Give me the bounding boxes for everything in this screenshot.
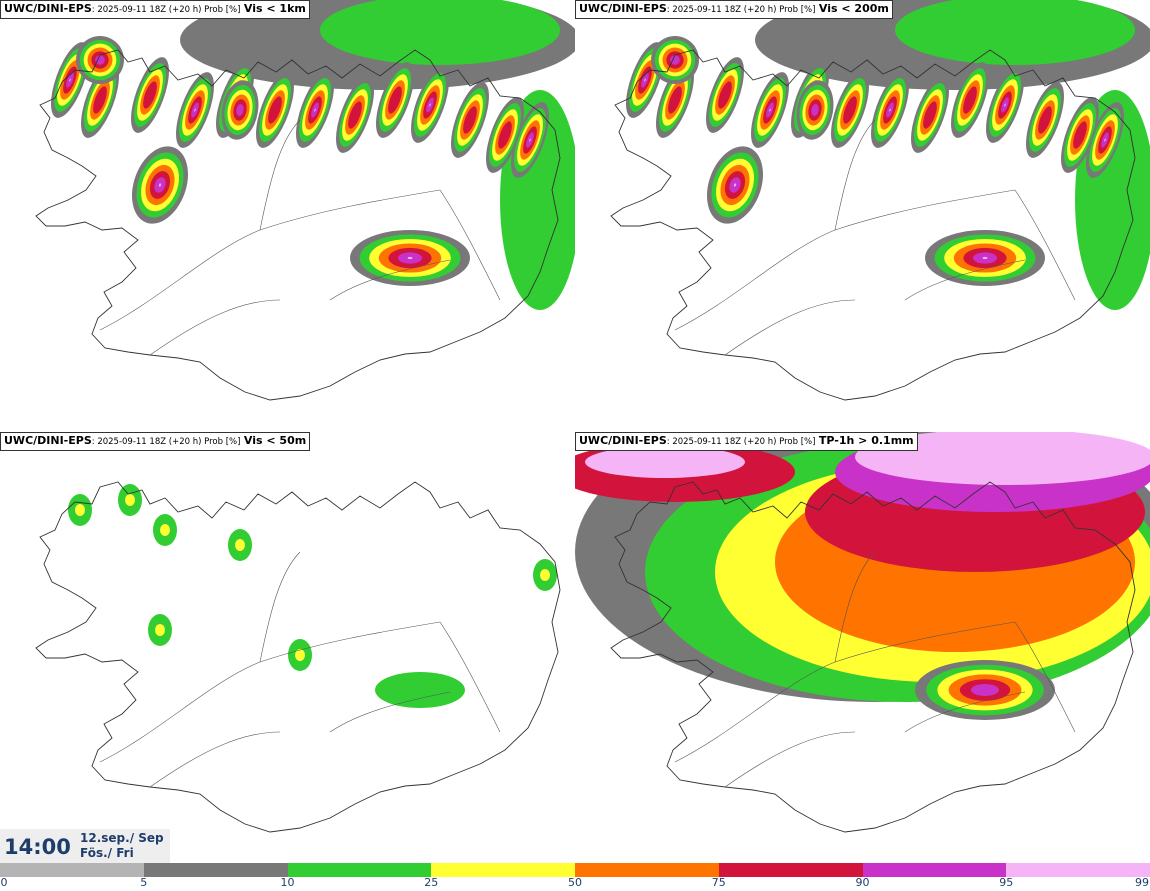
valid-weekday: Fös./ Fri xyxy=(80,846,134,860)
map-panel-vis-1km: UWC/DINI-EPS: 2025-09-11 18Z (+20 h) Pro… xyxy=(0,0,575,430)
probability-contour xyxy=(348,101,362,129)
probability-field xyxy=(51,0,575,310)
probability-contour xyxy=(125,494,135,506)
coastline xyxy=(610,49,1136,401)
colorbar-tick-label: 75 xyxy=(711,876,726,889)
probability-contour xyxy=(529,138,531,142)
probability-contour xyxy=(375,672,465,708)
colorbar-tick-label: 5 xyxy=(140,876,148,889)
probability-contour xyxy=(160,524,170,536)
road-network xyxy=(99,551,501,788)
probability-contour xyxy=(889,108,891,112)
colorbar-tick-label: 10 xyxy=(280,876,295,889)
colorbar-bin xyxy=(862,863,1007,877)
probability-contour xyxy=(811,104,819,116)
road-network xyxy=(674,551,1076,788)
probability-contour xyxy=(320,0,560,65)
probability-colorbar xyxy=(0,863,1150,877)
probability-contour xyxy=(268,96,282,124)
coastline xyxy=(35,481,561,833)
probability-contour xyxy=(843,96,857,124)
panel-title: UWC/DINI-EPS: 2025-09-11 18Z (+20 h) Pro… xyxy=(0,432,311,451)
probability-contour xyxy=(1038,106,1052,134)
probability-contour xyxy=(158,183,162,187)
probability-field xyxy=(68,484,557,708)
probability-contour xyxy=(463,106,477,134)
colorbar-bin xyxy=(575,863,720,877)
colorbar-tick-label: 0 xyxy=(0,876,8,889)
colorbar-bin xyxy=(431,863,576,877)
probability-contour xyxy=(429,103,431,107)
probability-contour xyxy=(733,183,737,187)
probability-contour xyxy=(923,101,937,129)
iceland-probability-map xyxy=(575,432,1150,833)
iceland-probability-map xyxy=(35,481,561,833)
colorbar-bin xyxy=(1006,863,1150,877)
panel-title: UWC/DINI-EPS: 2025-09-11 18Z (+20 h) Pro… xyxy=(0,0,310,19)
map-panel-vis-50m: UWC/DINI-EPS: 2025-09-11 18Z (+20 h) Pro… xyxy=(0,432,575,862)
probability-contour xyxy=(75,504,85,516)
colorbar-tick-label: 95 xyxy=(999,876,1014,889)
valid-time-box: 14:00 12.sep./ Sep Fös./ Fri xyxy=(0,829,170,867)
colorbar-bin xyxy=(718,863,863,877)
panel-title: UWC/DINI-EPS: 2025-09-11 18Z (+20 h) Pro… xyxy=(575,432,918,451)
colorbar-bin xyxy=(287,863,432,877)
probability-contour xyxy=(963,86,977,114)
probability-contour xyxy=(155,624,165,636)
colorbar-tick-label: 50 xyxy=(568,876,582,889)
probability-contour xyxy=(93,86,107,114)
road-network xyxy=(674,119,1076,356)
probability-contour xyxy=(498,121,512,149)
coastline xyxy=(35,49,561,401)
probability-contour xyxy=(69,78,71,82)
colorbar-bin xyxy=(0,863,145,877)
probability-contour xyxy=(971,684,999,696)
road-network xyxy=(99,119,501,356)
probability-field xyxy=(626,0,1150,310)
probability-field xyxy=(575,432,1150,720)
probability-contour xyxy=(855,432,1150,485)
valid-date: 12.sep./ Sep xyxy=(80,831,164,845)
probability-contour xyxy=(95,55,105,65)
probability-contour xyxy=(1004,103,1006,107)
probability-contour xyxy=(982,256,988,260)
colorbar-tick-label: 25 xyxy=(424,876,439,889)
valid-time: 14:00 xyxy=(4,835,71,859)
probability-contour xyxy=(670,55,680,65)
probability-contour xyxy=(540,569,550,581)
probability-contour xyxy=(314,108,316,112)
probability-contour xyxy=(295,649,305,661)
probability-contour xyxy=(407,256,413,260)
probability-contour xyxy=(388,86,402,114)
map-panel-tp-1h: UWC/DINI-EPS: 2025-09-11 18Z (+20 h) Pro… xyxy=(575,432,1150,862)
probability-contour xyxy=(668,86,682,114)
colorbar-tick-label: 99 xyxy=(1135,876,1149,889)
colorbar-tick-label: 90 xyxy=(855,876,870,889)
probability-contour xyxy=(644,78,646,82)
probability-contour xyxy=(236,104,244,116)
probability-contour xyxy=(585,446,745,478)
colorbar-bin xyxy=(143,863,288,877)
probability-contour xyxy=(895,0,1135,65)
probability-contour xyxy=(235,539,245,551)
probability-contour xyxy=(769,108,771,112)
map-panel-vis-200m: UWC/DINI-EPS: 2025-09-11 18Z (+20 h) Pro… xyxy=(575,0,1150,430)
probability-contour xyxy=(1104,138,1106,142)
iceland-probability-map xyxy=(610,0,1150,401)
probability-contour xyxy=(1073,121,1087,149)
probability-contour xyxy=(194,108,196,112)
panel-title: UWC/DINI-EPS: 2025-09-11 18Z (+20 h) Pro… xyxy=(575,0,893,19)
coastline xyxy=(610,481,1136,833)
probability-contour xyxy=(143,81,157,109)
iceland-probability-map xyxy=(35,0,575,401)
probability-contour xyxy=(718,81,732,109)
